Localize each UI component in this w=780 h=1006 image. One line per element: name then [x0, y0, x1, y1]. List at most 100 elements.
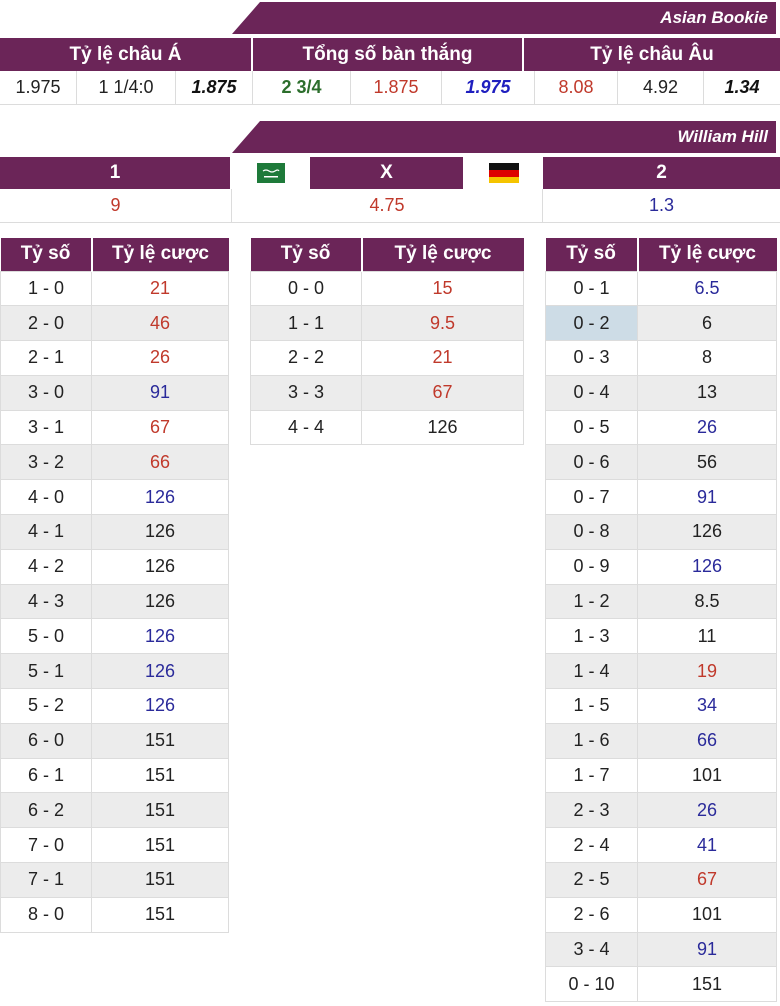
table-row: 2 - 3 26: [545, 792, 777, 829]
odds-cell: 126: [637, 514, 777, 550]
table-row: 2 - 6 101: [545, 896, 777, 933]
odds-cell: 126: [91, 479, 229, 516]
asian-bookie-title: Asian Bookie: [660, 8, 768, 27]
william-values-row: 9 4.75 1.3: [0, 189, 780, 223]
score-cell: 1 - 0: [0, 270, 92, 307]
score-cell: 3 - 3: [250, 374, 362, 411]
odds-cell: 46: [91, 305, 229, 342]
table-row: 8 - 0 151: [0, 896, 229, 933]
asian-value: 1 1/4:0: [77, 71, 176, 104]
table-row: 0 - 6 56: [545, 444, 777, 481]
table-row: 1 - 2 8.5: [545, 583, 777, 620]
table-row: 5 - 1 126: [0, 653, 229, 690]
score-cell: 3 - 0: [0, 374, 92, 411]
odds-header: Tỷ lệ cược: [361, 238, 524, 271]
score-cell: 2 - 0: [0, 305, 92, 342]
table-row: 2 - 5 67: [545, 862, 777, 898]
score-cell: 3 - 4: [545, 931, 638, 968]
odds-cell: 151: [91, 896, 229, 933]
table-row: 0 - 4 13: [545, 374, 777, 411]
score-header: Tỷ số: [0, 238, 93, 271]
odds-cell: 151: [91, 827, 229, 864]
odds-cell: 126: [361, 409, 524, 446]
score-cell: 1 - 3: [545, 618, 638, 655]
odds-cell: 151: [91, 722, 229, 759]
odds-cell: 19: [637, 653, 777, 690]
odds-cell: 66: [637, 722, 777, 759]
asian-value: 1.975: [442, 71, 535, 104]
table-row: 7 - 1 151: [0, 862, 229, 898]
odds-cell: 15: [361, 270, 524, 307]
score-cell: 1 - 1: [250, 305, 362, 342]
odds-header: Tỷ lệ cược: [637, 238, 777, 271]
score-cell: 7 - 1: [0, 862, 92, 898]
odds-cell: 8.5: [637, 583, 777, 620]
score-cell: 1 - 5: [545, 688, 638, 724]
odds-cell: 6: [637, 305, 777, 342]
score-cell: 4 - 2: [0, 548, 92, 585]
european-odds-header: Tỷ lệ châu Âu: [524, 38, 780, 71]
table-row: 7 - 0 151: [0, 827, 229, 864]
score-cell: 6 - 2: [0, 792, 92, 829]
score-cell: 0 - 0: [250, 270, 362, 307]
home-win-scores-table: Tỷ số Tỷ lệ cược 1 - 0 21 2 - 0 46 2 - 1 26 3 …: [0, 238, 229, 933]
asian-handicap-header: Tỷ lệ châu Á: [0, 38, 253, 71]
table-row: 4 - 0 126: [0, 479, 229, 516]
away-win-odds: 1.3: [648, 195, 675, 215]
score-cell: 6 - 0: [0, 722, 92, 759]
odds-cell: 21: [91, 270, 229, 307]
table-row: 3 - 1 67: [0, 409, 229, 446]
odds-cell: 91: [91, 374, 229, 411]
odds-cell: 91: [637, 479, 777, 516]
score-cell: 0 - 5: [545, 409, 638, 446]
table-row: 3 - 2 66: [0, 444, 229, 481]
saudi-arabia-flag-icon: [232, 157, 310, 189]
asian-bookie-banner: Asian Bookie: [232, 2, 776, 34]
score-cell: 2 - 3: [545, 792, 638, 829]
asian-values-row: 1.975 1 1/4:0 1.875 2 3/4 1.875 1.975 8.…: [0, 71, 780, 105]
table-row: 1 - 5 34: [545, 688, 777, 724]
table-row: 2 - 0 46: [0, 305, 229, 342]
score-header: Tỷ số: [250, 238, 363, 271]
odds-cell: 151: [91, 757, 229, 794]
odds-cell: 26: [91, 340, 229, 376]
score-cell: 5 - 2: [0, 688, 92, 724]
table-row: 3 - 3 67: [250, 374, 524, 411]
score-cell: 3 - 2: [0, 444, 92, 481]
asian-value: 1.875: [351, 71, 442, 104]
table-row: 3 - 0 91: [0, 374, 229, 411]
odds-cell: 126: [91, 548, 229, 585]
asian-header-row: Tỷ lệ châu Á Tổng số bàn thắng Tỷ lệ châ…: [0, 38, 780, 71]
william-hill-banner: William Hill: [232, 121, 776, 153]
table-row: 6 - 0 151: [0, 722, 229, 759]
score-cell: 4 - 1: [0, 514, 92, 550]
odds-cell: 9.5: [361, 305, 524, 342]
score-cell: 0 - 6: [545, 444, 638, 481]
odds-cell: 151: [91, 792, 229, 829]
odds-cell: 101: [637, 757, 777, 794]
table-row: 0 - 10 151: [545, 966, 777, 1003]
score-cell: 0 - 7: [545, 479, 638, 516]
odds-cell: 67: [91, 409, 229, 446]
score-cell: 0 - 8: [545, 514, 638, 550]
odds-cell: 126: [637, 548, 777, 585]
odds-cell: 26: [637, 792, 777, 829]
odds-cell: 56: [637, 444, 777, 481]
table-row: 4 - 4 126: [250, 409, 524, 446]
table-row: 0 - 0 15: [250, 270, 524, 307]
score-cell: 0 - 9: [545, 548, 638, 585]
william-hill-title: William Hill: [677, 127, 768, 146]
odds-cell: 126: [91, 618, 229, 655]
score-cell: 1 - 2: [545, 583, 638, 620]
table-row: 0 - 8 126: [545, 514, 777, 550]
odds-cell: 11: [637, 618, 777, 655]
table-row: 0 - 1 6.5: [545, 270, 777, 307]
table-row: 0 - 7 91: [545, 479, 777, 516]
table-row: 1 - 6 66: [545, 722, 777, 759]
asian-value: 4.92: [618, 71, 704, 104]
table-row: 5 - 0 126: [0, 618, 229, 655]
table-row: 1 - 7 101: [545, 757, 777, 794]
score-cell: 0 - 3: [545, 340, 638, 376]
